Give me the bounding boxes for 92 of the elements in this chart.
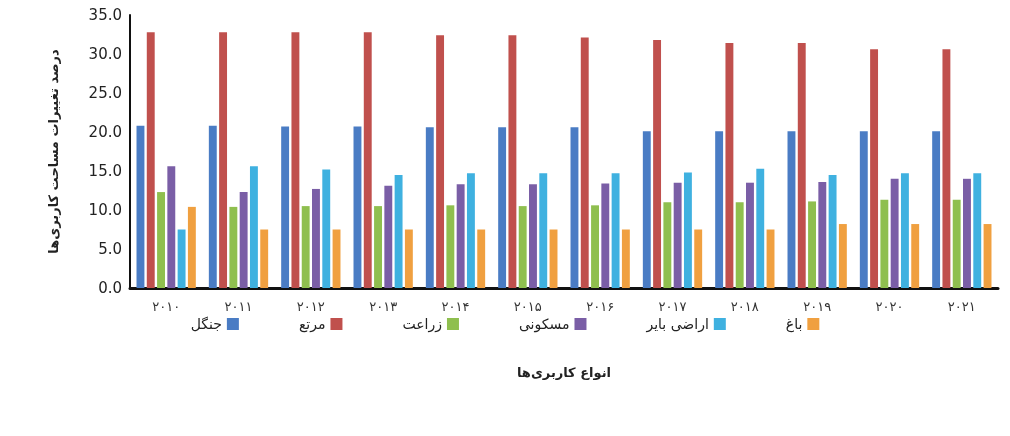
bar — [591, 205, 599, 288]
bar — [363, 32, 372, 288]
legend-label: مرتع — [298, 316, 326, 333]
bar — [911, 224, 920, 288]
bar — [187, 206, 196, 288]
bar — [249, 166, 258, 288]
bar — [167, 166, 176, 288]
legend-label: مسکونی — [518, 316, 570, 333]
bar — [828, 174, 837, 288]
bar — [446, 205, 455, 288]
bar — [601, 183, 610, 288]
x-axis-title: انواع کاربری‌ها — [516, 365, 612, 380]
legend-label: باغ — [785, 316, 803, 333]
bar — [621, 229, 630, 288]
bar — [818, 181, 827, 288]
x-tick-label: ۲۰۲۰ — [875, 299, 904, 314]
x-tick-label: ۲۰۱۲ — [296, 299, 325, 314]
bar — [312, 188, 320, 288]
bar — [808, 201, 816, 288]
legend-label: جنگل — [190, 316, 222, 332]
bar — [694, 229, 703, 288]
bar — [146, 32, 155, 288]
bar — [508, 35, 517, 288]
bar — [952, 199, 961, 288]
bar — [890, 178, 899, 288]
bar — [518, 206, 527, 288]
bar — [436, 35, 445, 288]
bar — [746, 182, 754, 288]
y-tick-label: 15.0 — [88, 162, 122, 180]
bar — [456, 184, 465, 288]
bar — [963, 178, 971, 288]
bar — [384, 185, 393, 288]
bar — [838, 224, 847, 288]
bar — [466, 173, 475, 288]
bar — [260, 229, 269, 288]
bar — [973, 173, 982, 288]
legend-label: اراضی بایر — [645, 316, 709, 333]
bar — [157, 192, 165, 288]
legend-label: زراعت — [402, 316, 442, 333]
bar — [539, 173, 548, 288]
bar — [394, 174, 403, 288]
bar — [683, 172, 692, 288]
x-tick-label: ۲۰۱۸ — [730, 299, 759, 314]
bar — [673, 182, 682, 288]
bar — [477, 229, 486, 288]
x-tick-label: ۲۰۱۵ — [513, 299, 542, 314]
bar — [880, 199, 889, 288]
bar — [932, 131, 941, 288]
bar — [219, 32, 228, 288]
bar — [611, 173, 620, 288]
x-tick-label: ۲۰۱۹ — [803, 299, 832, 314]
bar — [404, 229, 413, 288]
y-tick-label: 20.0 — [88, 123, 122, 141]
x-tick-label: ۲۰۱۱ — [224, 299, 253, 314]
x-tick-label: ۲۰۱۷ — [658, 299, 687, 314]
y-tick-label: 10.0 — [88, 201, 122, 219]
bar — [756, 168, 765, 288]
x-tick-label: ۲۰۲۱ — [947, 299, 976, 314]
y-axis-title: درصد تغییرات مساحت کاربری‌ها — [46, 49, 61, 254]
y-tick-label: 35.0 — [88, 6, 122, 24]
bar — [229, 206, 238, 288]
y-tick-label: 30.0 — [88, 45, 122, 63]
bar — [291, 32, 300, 288]
bar — [301, 206, 310, 288]
x-tick-label: ۲۰۱۰ — [152, 299, 181, 314]
bar — [797, 43, 806, 288]
x-tick-label: ۲۰۱۴ — [441, 299, 470, 314]
y-tick-label: 5.0 — [98, 240, 122, 258]
bar — [239, 192, 248, 288]
bar — [322, 169, 331, 288]
bar — [208, 125, 217, 288]
bar — [580, 37, 589, 288]
bar — [870, 49, 879, 288]
bar — [653, 39, 662, 288]
y-tick-label: 25.0 — [88, 84, 122, 102]
y-tick-label: 0.0 — [98, 279, 122, 297]
bar — [859, 131, 868, 288]
x-tick-label: ۲۰۱۶ — [586, 299, 615, 314]
bar — [900, 173, 909, 288]
bar — [425, 127, 434, 288]
bar — [725, 43, 734, 288]
bar — [281, 126, 290, 288]
bar — [374, 206, 382, 288]
bar — [663, 202, 672, 288]
bar — [529, 184, 537, 288]
x-tick-label: ۲۰۱۳ — [369, 299, 398, 314]
bar — [642, 131, 651, 288]
bar — [177, 229, 186, 288]
bar — [735, 202, 744, 288]
bar — [715, 131, 724, 288]
bar — [498, 127, 507, 288]
bar — [942, 49, 951, 288]
